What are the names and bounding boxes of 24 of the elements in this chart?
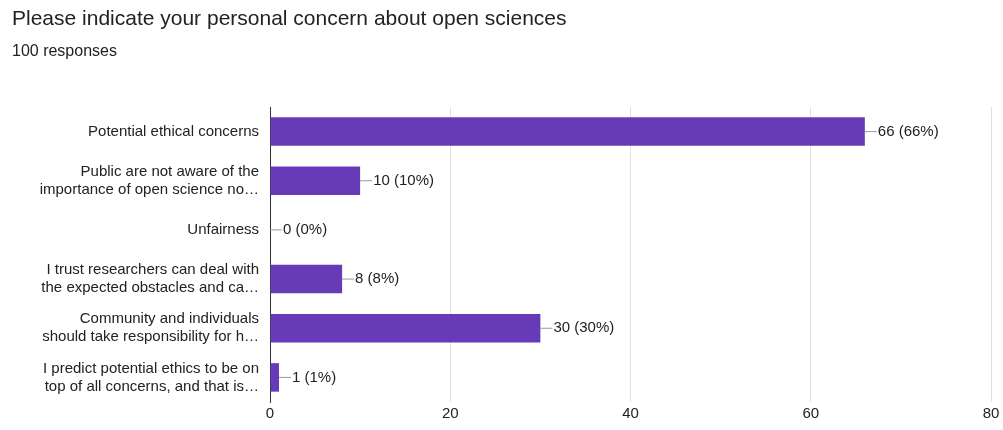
bar [270,363,280,392]
x-tick-label: 60 [802,404,820,422]
data-label: 30 (30%) [553,318,615,336]
y-tick-label: Potential ethical concerns [88,121,259,139]
data-label: 8 (8%) [355,269,400,287]
x-tick-label: 0 [265,404,275,422]
x-tick-label: 40 [622,404,639,422]
data-label: 66 (66%) [877,121,939,139]
y-tick-label: I predict potential ethics to be on top of all concerns, and that is… [43,358,259,394]
chart-title: Please indicate your personal concern about open sciences [12,6,567,30]
data-label: 0 (0%) [283,220,328,238]
y-tick-label: Unfairness [187,220,259,238]
y-tick-label: Community and individuals should take responsibility for h… [42,309,259,345]
x-tick-label: 80 [982,404,1000,422]
bar [270,117,865,146]
y-tick-label: Public are not aware of the importance of open science no… [39,161,259,197]
x-tick-label: 20 [441,404,459,422]
bar [270,264,343,294]
y-tick-label: I trust researchers can deal with the expected obstacles and ca… [41,260,259,296]
text: 100 responses [12,42,117,60]
data-label: 1 (1%) [292,367,337,385]
bar [270,166,361,196]
data-label: 10 (10%) [373,170,434,188]
bar [270,313,541,343]
